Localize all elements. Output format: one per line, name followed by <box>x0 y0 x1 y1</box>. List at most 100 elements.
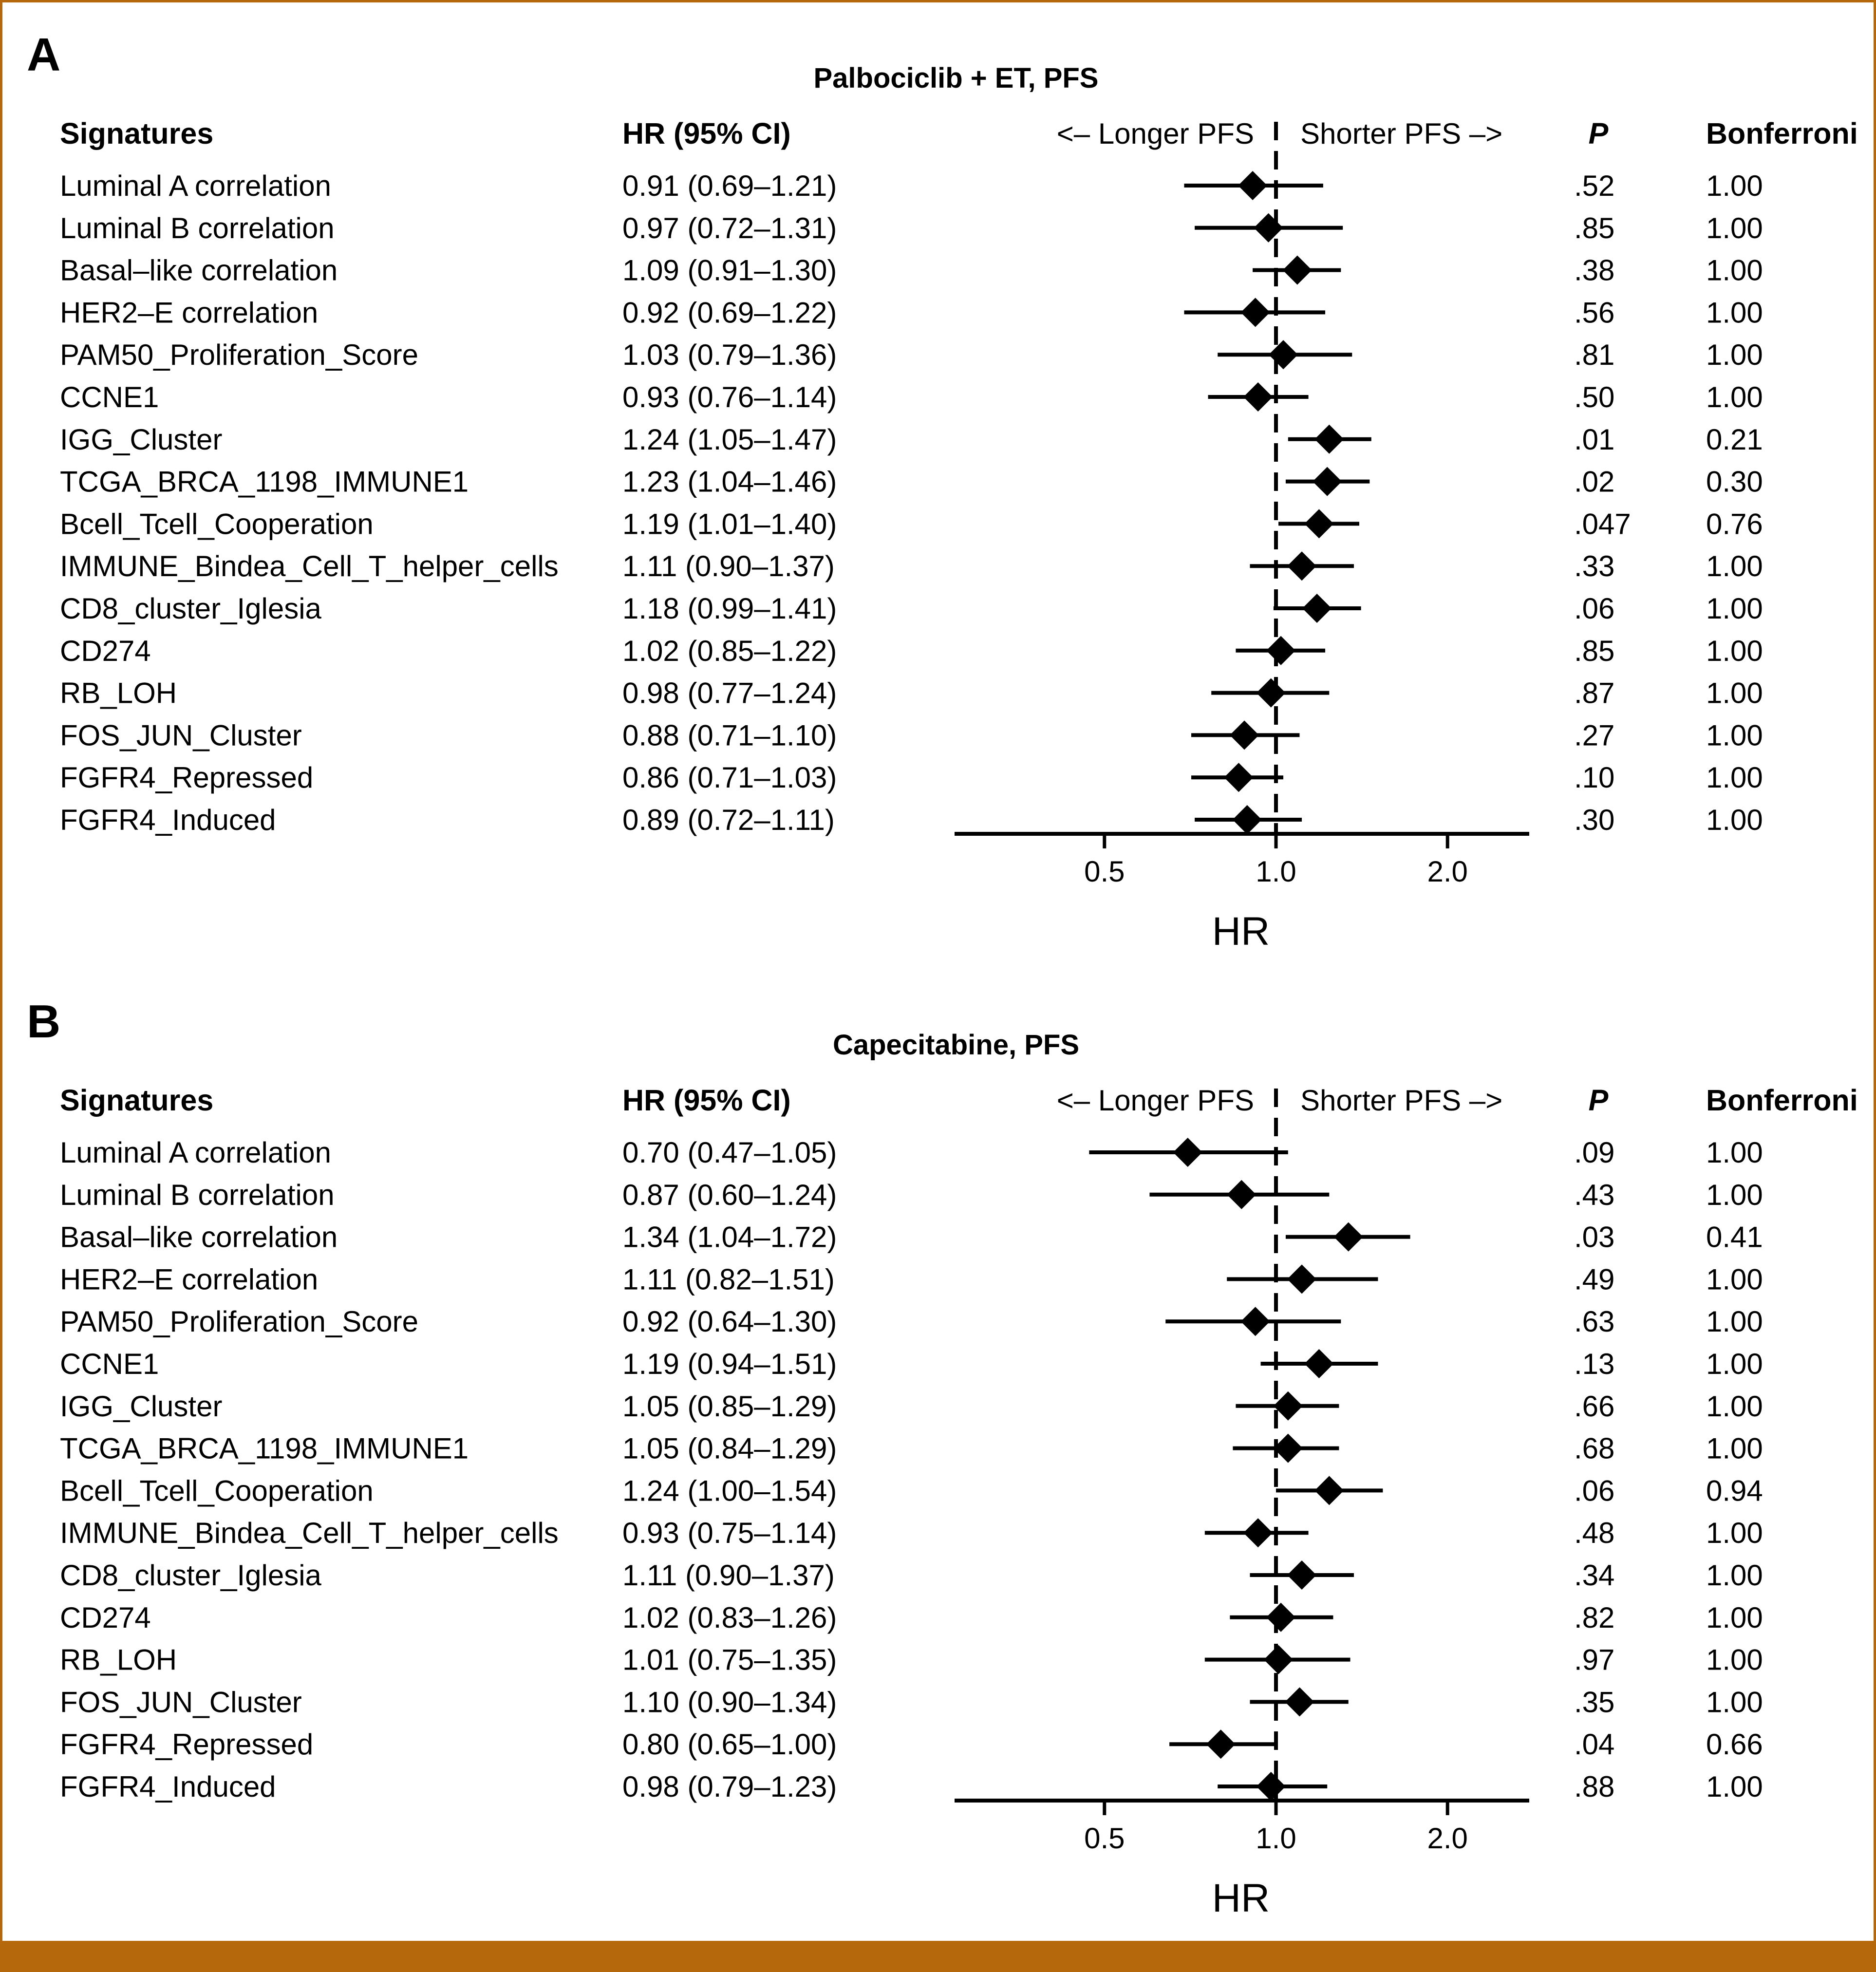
pb-row-p-value: .66 <box>1574 1390 1614 1423</box>
pa-row-label: IMMUNE_Bindea_Cell_T_helper_cells <box>60 550 559 582</box>
pb-hr-point-diamond <box>1287 1264 1317 1294</box>
pb-hr-point-diamond <box>1173 1138 1202 1167</box>
pb-row-bonferroni: 1.00 <box>1706 1686 1763 1718</box>
pa-hr-point-diamond <box>1254 213 1283 243</box>
pb-row-label: Luminal A correlation <box>60 1136 331 1169</box>
pb-row-p-value: .03 <box>1574 1221 1614 1254</box>
pb-row-label: Luminal B correlation <box>60 1179 335 1211</box>
pb-row-hr-ci: 1.05 (0.85–1.29) <box>622 1390 837 1423</box>
pb-row-label: RB_LOH <box>60 1644 177 1676</box>
pa-row-hr-ci: 1.19 (1.01–1.40) <box>622 507 837 540</box>
pa-row-bonferroni: 1.00 <box>1706 254 1763 287</box>
pb-row-p-value: .49 <box>1574 1263 1614 1296</box>
pb-row-bonferroni: 1.00 <box>1706 1432 1763 1465</box>
pa-panel-label: A <box>27 29 60 81</box>
pa-row-bonferroni: 1.00 <box>1706 592 1763 625</box>
pb-row-bonferroni: 1.00 <box>1706 1559 1763 1592</box>
pb-row-bonferroni: 0.66 <box>1706 1728 1763 1761</box>
pb-row-hr-ci: 1.24 (1.00–1.54) <box>622 1474 837 1507</box>
pa-row-bonferroni: 1.00 <box>1706 338 1763 371</box>
pa-row-bonferroni: 1.00 <box>1706 804 1763 836</box>
pa-hr-point-diamond <box>1243 382 1273 412</box>
pa-row-p-value: .52 <box>1574 169 1614 202</box>
pa-hr-point-diamond <box>1302 594 1332 623</box>
pb-hr-point-diamond <box>1240 1307 1270 1336</box>
pb-row-hr-ci: 0.87 (0.60–1.24) <box>622 1179 837 1211</box>
pb-header-hr-ci: HR (95% CI) <box>622 1084 791 1117</box>
pa-header-shorter-pfs: Shorter PFS –> <box>1300 117 1502 150</box>
pb-row-label: FGFR4_Induced <box>60 1770 276 1803</box>
pb-row-label: FGFR4_Repressed <box>60 1728 313 1761</box>
pa-row-bonferroni: 1.00 <box>1706 677 1763 710</box>
pa-row-label: FGFR4_Repressed <box>60 761 313 794</box>
pb-row-hr-ci: 1.01 (0.75–1.35) <box>622 1644 837 1676</box>
pb-row-p-value: .48 <box>1574 1517 1614 1549</box>
pa-hr-point-diamond <box>1232 805 1262 834</box>
pa-row-bonferroni: 0.21 <box>1706 423 1763 456</box>
pb-row-bonferroni: 1.00 <box>1706 1136 1763 1169</box>
pa-row-bonferroni: 1.00 <box>1706 719 1763 751</box>
pb-row-hr-ci: 0.80 (0.65–1.00) <box>622 1728 837 1761</box>
pa-row-hr-ci: 1.02 (0.85–1.22) <box>622 635 837 667</box>
pb-row-p-value: .04 <box>1574 1728 1614 1761</box>
pb-row-bonferroni: 1.00 <box>1706 1601 1763 1634</box>
pb-x-tick-label: 2.0 <box>1427 1822 1467 1855</box>
pa-row-hr-ci: 1.11 (0.90–1.37) <box>622 550 835 582</box>
pb-row-label: FOS_JUN_Cluster <box>60 1686 302 1718</box>
pa-row-bonferroni: 1.00 <box>1706 212 1763 244</box>
pa-row-label: TCGA_BRCA_1198_IMMUNE1 <box>60 466 469 498</box>
pa-hr-point-diamond <box>1238 171 1268 200</box>
pb-row-hr-ci: 1.34 (1.04–1.72) <box>622 1221 837 1254</box>
pb-row-hr-ci: 1.11 (0.82–1.51) <box>622 1263 835 1296</box>
pa-row-label: CD8_cluster_Iglesia <box>60 592 322 625</box>
pb-row-hr-ci: 0.70 (0.47–1.05) <box>622 1136 837 1169</box>
pa-header-bonferroni: Bonferroni <box>1706 117 1858 150</box>
pb-row-p-value: .43 <box>1574 1179 1614 1211</box>
pb-hr-point-diamond <box>1264 1645 1294 1674</box>
pb-header-shorter-pfs: Shorter PFS –> <box>1300 1084 1502 1117</box>
pb-hr-point-diamond <box>1314 1476 1344 1505</box>
pa-header-longer-pfs: <– Longer PFS <box>1057 117 1254 150</box>
pb-row-hr-ci: 1.02 (0.83–1.26) <box>622 1601 837 1634</box>
pb-row-bonferroni: 1.00 <box>1706 1644 1763 1676</box>
pb-row-label: TCGA_BRCA_1198_IMMUNE1 <box>60 1432 469 1465</box>
pb-row-p-value: .09 <box>1574 1136 1614 1169</box>
pb-hr-point-diamond <box>1227 1180 1257 1209</box>
pb-x-tick-label: 1.0 <box>1256 1822 1296 1855</box>
pa-row-bonferroni: 1.00 <box>1706 550 1763 582</box>
pb-row-p-value: .34 <box>1574 1559 1614 1592</box>
pa-row-hr-ci: 0.91 (0.69–1.21) <box>622 169 837 202</box>
forest-plot-panel-b: B Capecitabine, PFS Signatures HR (95% CI) <… <box>27 995 1858 1920</box>
pa-row-p-value: .81 <box>1574 338 1614 371</box>
pb-x-tick-label: 0.5 <box>1084 1822 1125 1855</box>
pa-row-label: Luminal B correlation <box>60 212 335 244</box>
pa-hr-point-diamond <box>1287 551 1317 581</box>
pb-hr-point-diamond <box>1243 1518 1273 1548</box>
pa-row-bonferroni: 0.30 <box>1706 466 1763 498</box>
pb-hr-point-diamond <box>1287 1560 1317 1590</box>
pa-row-p-value: .87 <box>1574 677 1614 710</box>
pb-row-bonferroni: 0.41 <box>1706 1221 1763 1254</box>
pb-header-bonferroni: Bonferroni <box>1706 1084 1858 1117</box>
pb-row-p-value: .97 <box>1574 1644 1614 1676</box>
pa-row-label: IGG_Cluster <box>60 423 222 456</box>
pb-row-label: IGG_Cluster <box>60 1390 222 1423</box>
pa-row-hr-ci: 0.88 (0.71–1.10) <box>622 719 837 751</box>
pb-row-p-value: .88 <box>1574 1770 1614 1803</box>
pa-row-p-value: .30 <box>1574 804 1614 836</box>
pa-header-signatures: Signatures <box>60 117 213 150</box>
pb-row-bonferroni: 1.00 <box>1706 1390 1763 1423</box>
pa-row-p-value: .10 <box>1574 761 1614 794</box>
pb-row-label: HER2–E correlation <box>60 1263 318 1296</box>
pb-hr-point-diamond <box>1304 1349 1334 1378</box>
pb-row-bonferroni: 0.94 <box>1706 1474 1763 1507</box>
pa-row-hr-ci: 1.03 (0.79–1.36) <box>622 338 837 371</box>
pa-row-label: CD274 <box>60 635 151 667</box>
pa-header-p-value: P <box>1589 117 1609 150</box>
pa-row-p-value: .06 <box>1574 592 1614 625</box>
pb-row-label: IMMUNE_Bindea_Cell_T_helper_cells <box>60 1517 559 1549</box>
pb-row-bonferroni: 1.00 <box>1706 1770 1763 1803</box>
pa-row-bonferroni: 1.00 <box>1706 169 1763 202</box>
pb-header-signatures: Signatures <box>60 1084 213 1117</box>
